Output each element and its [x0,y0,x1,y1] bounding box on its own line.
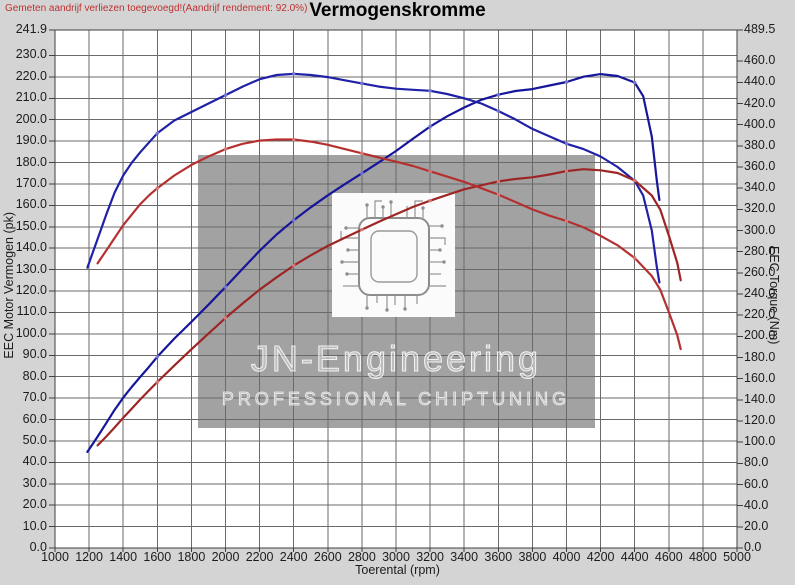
y-right-axis-title: EEC Torque (Nm) [767,246,781,345]
chip-circuit-icon [332,193,455,317]
data-point-marker [564,219,569,223]
data-point-marker [155,355,159,359]
data-point-marker [223,93,228,97]
data-point-marker [428,125,432,129]
plot-border [54,29,738,549]
data-point-marker [496,193,500,197]
watermark-tagline-text: PROFESSIONAL CHIPTUNING [222,389,570,409]
data-point-marker [633,256,637,260]
drivetrain-loss-note: Gemeten aandrijf verliezen toegevoegd!(A… [5,3,308,14]
curve-original-torque [96,138,682,351]
data-point-marker [155,380,159,384]
data-point-marker [360,151,364,155]
data-point-marker [564,80,569,84]
data-point-marker [428,169,432,173]
data-point-marker [633,178,637,183]
data-point-marker [428,89,432,93]
data-point-marker [496,179,500,183]
data-point-marker [633,80,637,85]
data-point-marker [292,264,296,268]
dyno-curves [86,72,682,453]
data-point-marker [564,169,569,173]
data-point-marker [223,147,228,151]
data-point-marker [360,81,364,85]
y-left-axis-title: EEC Motor Vermogen (pk) [2,212,16,359]
data-point-marker [223,285,228,289]
chart-title: Vermogenskromme [309,0,486,21]
data-point-marker [496,109,500,113]
data-point-marker [360,228,364,232]
data-point-marker [292,218,296,222]
data-point-marker [428,199,432,203]
data-point-marker [292,72,296,76]
curve-original-power [96,168,682,447]
data-point-marker [155,186,159,190]
data-point-marker [360,171,364,175]
data-point-marker [292,137,296,142]
data-point-marker [564,142,569,146]
data-point-marker [496,93,500,97]
watermark-brand-text: JN-Engineering [251,338,541,379]
x-axis-title: Toerental (rpm) [355,563,440,577]
data-point-marker [223,316,228,320]
data-point-marker [155,131,159,135]
